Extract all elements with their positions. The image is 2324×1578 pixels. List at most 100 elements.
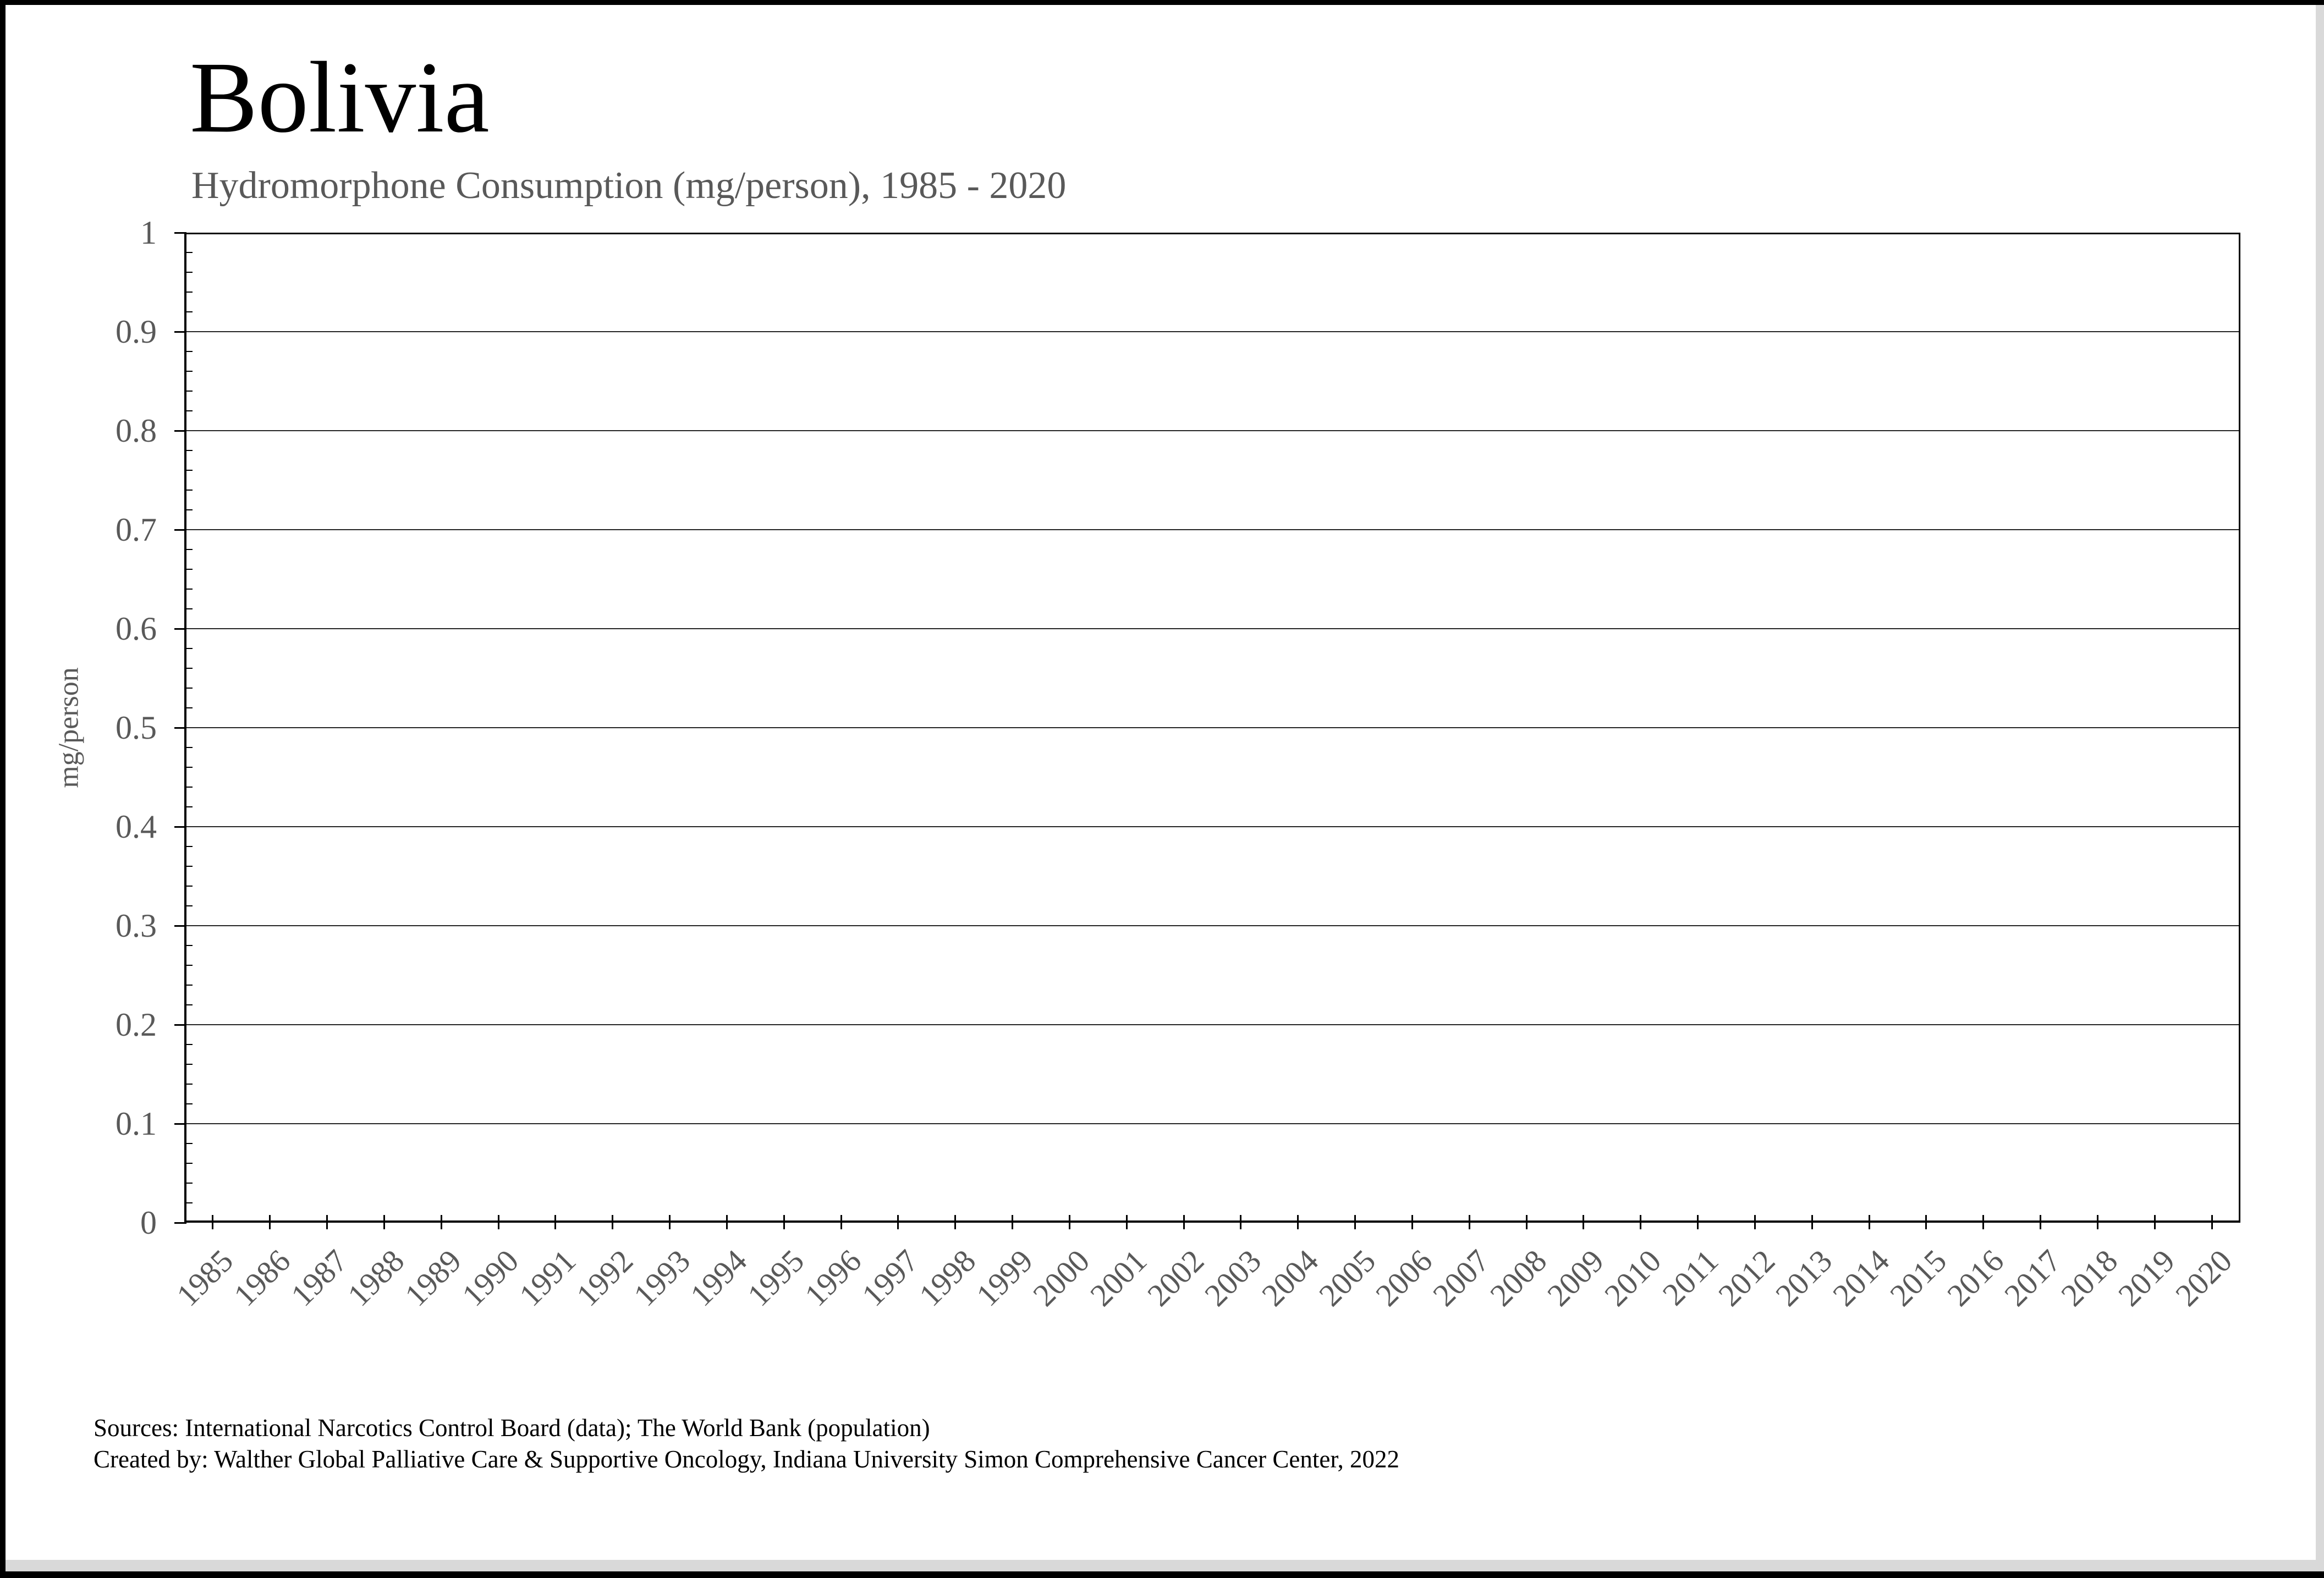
chart-subtitle: Hydromorphone Consumption (mg/person), 1… [191, 164, 1067, 207]
x-tick [2096, 1215, 2098, 1229]
y-tick-label: 0.2 [116, 1007, 157, 1043]
y-minor-tick [186, 806, 193, 807]
page-title: Bolivia [190, 41, 490, 154]
y-major-tick [174, 925, 186, 927]
x-tick [2040, 1215, 2042, 1229]
x-tick [1240, 1215, 1242, 1229]
y-tick-label: 0.3 [116, 908, 157, 944]
y-minor-tick [186, 905, 193, 906]
y-minor-tick [186, 668, 193, 669]
y-minor-tick [186, 569, 193, 570]
y-minor-tick [186, 985, 193, 986]
x-tick [326, 1215, 328, 1229]
x-tick [440, 1215, 442, 1229]
x-tick [2211, 1215, 2213, 1229]
y-minor-tick [186, 846, 193, 847]
y-minor-tick [186, 371, 193, 372]
y-minor-tick [186, 608, 193, 609]
y-major-tick [174, 232, 186, 234]
y-minor-tick [186, 272, 193, 273]
y-minor-tick [186, 747, 193, 748]
x-tick [1868, 1215, 1870, 1229]
x-tick [212, 1215, 214, 1229]
y-gridline [186, 628, 2239, 629]
y-tick-label: 0.8 [116, 413, 157, 449]
y-gridline [186, 826, 2239, 827]
y-minor-tick [186, 589, 193, 590]
y-minor-tick [186, 1064, 193, 1065]
x-tick [554, 1215, 557, 1229]
y-minor-tick [186, 450, 193, 451]
y-tick-label: 0.9 [116, 314, 157, 350]
y-tick-label: 0.7 [116, 512, 157, 548]
x-tick [1640, 1215, 1642, 1229]
x-tick [1811, 1215, 1813, 1229]
y-minor-tick [186, 886, 193, 887]
y-minor-tick [186, 490, 193, 491]
x-tick [1754, 1215, 1756, 1229]
y-gridline [186, 1024, 2239, 1025]
x-tick [1125, 1215, 1128, 1229]
source-attribution: Sources: International Narcotics Control… [94, 1412, 1399, 1475]
y-tick-label: 0.1 [116, 1106, 157, 1142]
y-minor-tick [186, 391, 193, 392]
y-minor-tick [186, 470, 193, 471]
y-minor-tick [186, 292, 193, 293]
y-minor-tick [186, 787, 193, 788]
y-gridline [186, 331, 2239, 332]
x-tick [1583, 1215, 1585, 1229]
source-line-1: Sources: International Narcotics Control… [94, 1414, 930, 1442]
x-tick [1297, 1215, 1299, 1229]
x-tick [1183, 1215, 1185, 1229]
y-tick-label: 1 [140, 215, 157, 251]
y-major-tick [174, 529, 186, 531]
y-minor-tick [186, 410, 193, 411]
y-minor-tick [186, 1004, 193, 1005]
x-tick [383, 1215, 385, 1229]
x-tick [840, 1215, 842, 1229]
y-major-tick [174, 430, 186, 432]
y-tick-label: 0.5 [116, 710, 157, 746]
x-tick [1697, 1215, 1699, 1229]
x-tick [1468, 1215, 1470, 1229]
y-major-tick [174, 1123, 186, 1125]
y-minor-tick [186, 1044, 193, 1045]
y-minor-tick [186, 1183, 193, 1184]
x-tick [726, 1215, 728, 1229]
x-tick [1354, 1215, 1356, 1229]
y-gridline [186, 430, 2239, 431]
window-edge-strip-right [2316, 5, 2324, 1571]
x-tick [669, 1215, 671, 1229]
y-tick-label: 0.6 [116, 611, 157, 647]
window-edge-strip-bottom [6, 1560, 2324, 1571]
window-border-left [0, 0, 6, 1578]
x-tick [612, 1215, 614, 1229]
x-tick [497, 1215, 499, 1229]
y-minor-tick [186, 252, 193, 253]
x-tick [897, 1215, 899, 1229]
x-tick [954, 1215, 957, 1229]
y-minor-tick [186, 767, 193, 768]
y-tick-label: 0 [140, 1205, 157, 1241]
window-border-top [0, 0, 2324, 5]
y-gridline [186, 529, 2239, 530]
y-minor-tick [186, 945, 193, 946]
y-minor-tick [186, 1202, 193, 1203]
y-gridline [186, 925, 2239, 926]
x-tick [1012, 1215, 1014, 1229]
y-minor-tick [186, 688, 193, 689]
x-tick [1982, 1215, 1985, 1229]
y-gridline [186, 727, 2239, 728]
y-minor-tick [186, 1143, 193, 1144]
y-minor-tick [186, 866, 193, 867]
y-minor-tick [186, 311, 193, 312]
y-major-tick [174, 628, 186, 630]
y-minor-tick [186, 509, 193, 510]
y-gridline [186, 1123, 2239, 1124]
y-minor-tick [186, 1103, 193, 1104]
y-minor-tick [186, 351, 193, 352]
y-minor-tick [186, 707, 193, 708]
y-major-tick [174, 826, 186, 828]
y-minor-tick [186, 648, 193, 649]
